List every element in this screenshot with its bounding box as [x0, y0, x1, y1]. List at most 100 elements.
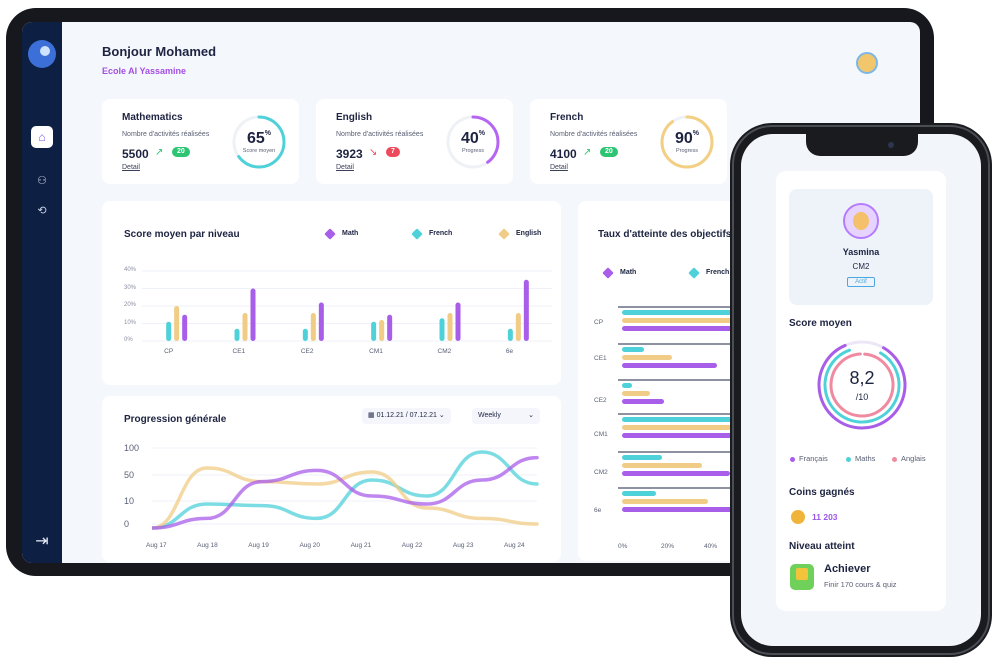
y-category: CE1	[594, 355, 607, 362]
bar-math-cp	[182, 314, 188, 341]
level-title: Niveau atteint	[789, 541, 855, 552]
bar	[622, 383, 632, 388]
panel-title: Taux d'atteinte des objectifs p	[598, 229, 741, 240]
score-value: 8,2	[849, 368, 875, 388]
trend-down-icon: ↘	[369, 147, 378, 158]
date-range-picker[interactable]: ▦ 01.12.21 / 07.12.21 ⌄	[362, 408, 451, 424]
y-tick: 0	[124, 519, 130, 529]
ring-value: 90%	[674, 130, 700, 147]
bar-french-cp	[166, 321, 172, 341]
detail-link[interactable]: Detail	[336, 164, 354, 171]
y-tick: 50	[124, 470, 135, 480]
y-tick: 10	[124, 496, 135, 506]
bar-french-cm2	[439, 318, 445, 341]
x-tick: CM2	[437, 348, 452, 355]
y-category: 6e	[594, 507, 602, 514]
progress-ring	[232, 115, 286, 169]
stat-card-english: English Nombre d'activités réalisées 392…	[316, 99, 513, 184]
legend-english[interactable]: English	[498, 228, 541, 240]
x-tick: Aug 19	[248, 542, 269, 549]
y-tick: 30%	[124, 284, 137, 291]
stat-subtitle: Nombre d'activités réalisées	[122, 131, 210, 138]
stat-title: English	[336, 112, 373, 123]
bar-math-ce2	[318, 302, 324, 341]
bar-english-cm1	[379, 320, 385, 341]
stat-count: 5500	[122, 147, 149, 161]
bar	[622, 363, 717, 368]
stat-title: Mathematics	[122, 112, 183, 123]
bar	[622, 463, 702, 468]
x-tick: 40%	[704, 543, 718, 550]
period-select[interactable]: Weekly ⌄	[472, 408, 540, 424]
score-rings	[817, 340, 907, 430]
score-denominator: /10	[855, 392, 869, 402]
logout-icon[interactable]: ⇥	[35, 533, 49, 550]
bar-english-ce2	[310, 313, 316, 341]
stat-count: 4100	[550, 147, 577, 161]
legend-french[interactable]: French	[688, 267, 729, 279]
bar-french-cm1	[371, 321, 377, 341]
student-card: Yasmina CM2 Actif Score moyen 8,2 /10 Fr…	[776, 171, 946, 611]
legend-french[interactable]: French	[411, 228, 452, 240]
detail-link[interactable]: Detail	[122, 164, 140, 171]
stat-subtitle: Nombre d'activités réalisées	[550, 131, 638, 138]
x-tick: CE1	[232, 348, 246, 355]
ring-value: 65%	[246, 130, 272, 147]
y-category: CP	[594, 319, 604, 326]
ring-value: 40%	[460, 130, 486, 147]
bar-chart	[142, 270, 552, 342]
y-tick: 20%	[124, 302, 137, 308]
bird-logo-icon	[28, 40, 56, 68]
coins-title: Coins gagnés	[789, 487, 855, 498]
progression-panel: Progression générale ▦ 01.12.21 / 07.12.…	[102, 396, 561, 562]
y-tick: 0%	[124, 337, 133, 343]
x-tick: CM1	[369, 348, 383, 355]
bar-english-6e	[515, 313, 521, 341]
legend-anglais: Anglais	[892, 454, 926, 463]
360-icon[interactable]: ⟲	[37, 205, 47, 217]
progress-ring	[446, 115, 500, 169]
panel-title: Progression générale	[124, 414, 227, 425]
student-class: CM2	[852, 262, 870, 271]
legend-francais: Français	[790, 454, 828, 463]
x-tick: 0%	[618, 543, 628, 550]
stat-badge: 7	[386, 147, 400, 157]
bar-math-6e	[523, 279, 529, 341]
legend-math[interactable]: Math	[602, 267, 636, 279]
bar-french-6e	[507, 328, 513, 341]
student-avatar	[843, 203, 879, 239]
y-category: CE2	[594, 397, 607, 404]
x-tick: Aug 23	[452, 542, 474, 549]
x-tick: Aug 21	[350, 542, 372, 549]
bar-math-cm2	[455, 302, 461, 341]
level-description: Finir 170 cours & quiz	[824, 580, 897, 589]
trend-up-icon: ↗	[155, 147, 164, 158]
bar-english-cm2	[447, 313, 453, 341]
home-icon[interactable]: ⌂	[31, 126, 53, 148]
line-math	[152, 455, 539, 530]
users-icon[interactable]: ⚇	[37, 175, 47, 187]
bar-french-ce1	[234, 328, 240, 341]
detail-link[interactable]: Detail	[550, 164, 568, 171]
school-name: Ecole Al Yassamine	[102, 66, 187, 76]
phone-frame: Yasmina CM2 Actif Score moyen 8,2 /10 Fr…	[730, 123, 992, 657]
sidebar: ⌂ ⚇ ⟲ ⇥	[22, 22, 62, 563]
x-tick: Aug 24	[504, 542, 525, 549]
phone-screen: Yasmina CM2 Actif Score moyen 8,2 /10 Fr…	[741, 134, 981, 646]
bar-math-ce1	[250, 288, 256, 341]
x-tick: Aug 18	[197, 542, 218, 549]
bar	[622, 399, 664, 404]
user-avatar[interactable]	[856, 52, 878, 74]
coin-icon	[791, 510, 805, 524]
bar	[622, 391, 650, 396]
legend-maths: Maths	[846, 454, 875, 463]
legend-math[interactable]: Math	[324, 228, 358, 240]
ring-label: Progress	[461, 148, 484, 154]
achiever-badge-icon	[790, 564, 814, 590]
stat-card-math: Mathematics Nombre d'activités réalisées…	[102, 99, 299, 184]
stat-title: French	[550, 112, 584, 123]
y-category: CM2	[594, 469, 608, 476]
bar	[622, 499, 708, 504]
stat-subtitle: Nombre d'activités réalisées	[336, 131, 424, 138]
bar	[622, 455, 662, 460]
